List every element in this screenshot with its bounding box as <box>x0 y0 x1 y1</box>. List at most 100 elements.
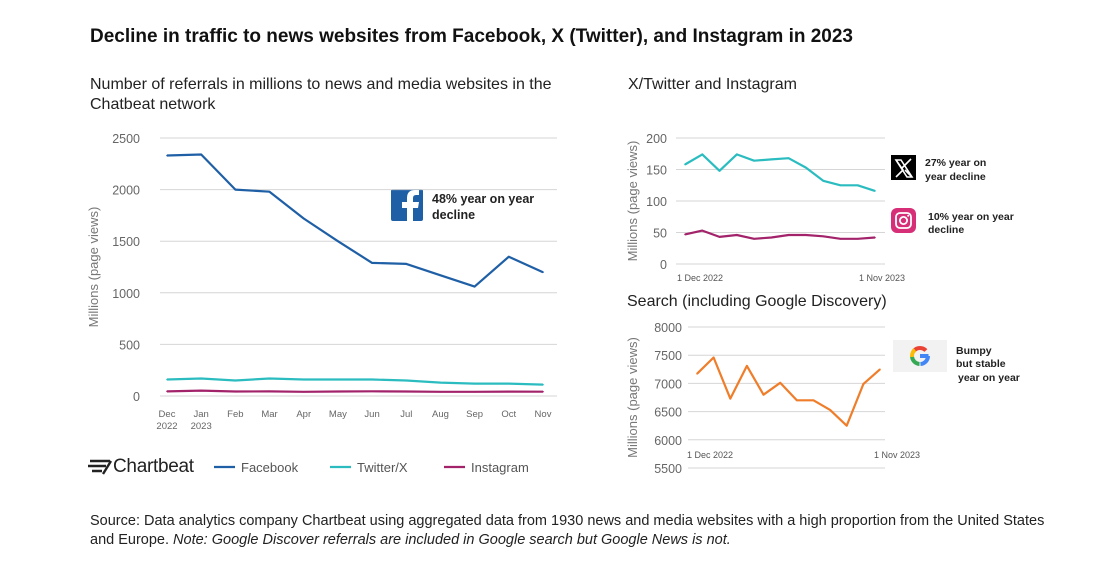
data-point <box>839 184 842 187</box>
x-tick-label: Dec <box>159 409 176 420</box>
data-point <box>684 163 686 166</box>
google-icon <box>893 340 947 372</box>
data-point <box>234 390 237 393</box>
data-point <box>829 409 831 411</box>
y-tick-label: 0 <box>133 390 140 404</box>
legend-label-1: Twitter/X <box>357 460 408 475</box>
main-chart-title: Number of referrals in millions to news … <box>90 76 552 113</box>
data-point <box>337 240 339 242</box>
twitter-annotation-line2: year decline <box>925 171 986 183</box>
search-annotation-line2: but stable <box>956 358 1006 370</box>
x-tick-label: Jul <box>400 409 412 420</box>
data-point <box>879 368 881 371</box>
series-line-instagram <box>684 229 876 240</box>
data-point <box>787 234 790 236</box>
legend-label-0: Facebook <box>241 460 299 475</box>
data-point <box>753 238 755 240</box>
x-tick-label: Jun <box>364 409 379 420</box>
x-logo-icon <box>891 155 916 180</box>
data-point <box>787 157 790 159</box>
data-point <box>845 424 848 427</box>
search-annotation-line3: year on year <box>958 372 1020 384</box>
data-point <box>822 180 824 182</box>
data-point <box>371 262 373 264</box>
data-point <box>337 378 339 381</box>
data-point <box>712 356 715 359</box>
data-point <box>508 255 510 258</box>
data-point <box>805 234 807 236</box>
data-point <box>874 236 876 239</box>
data-point <box>508 382 510 385</box>
data-point <box>696 373 698 375</box>
data-point <box>736 234 738 236</box>
data-point <box>779 382 781 384</box>
series-line-facebook <box>166 153 544 288</box>
data-point <box>268 190 271 193</box>
data-point <box>746 365 748 367</box>
x-tick-label: 1 Dec 2022 <box>677 273 723 283</box>
source-text: Source: Data analytics company Chartbeat… <box>90 513 1045 548</box>
data-point <box>166 390 168 393</box>
search-annotation-line1: Bumpy <box>956 345 992 357</box>
x-tick-label: Aug <box>432 409 449 420</box>
search-chart-title: Search (including Google Discovery) <box>627 293 887 310</box>
y-tick-label: 50 <box>653 227 667 241</box>
data-point <box>736 153 738 156</box>
data-point <box>856 238 859 240</box>
x-tick-label: May <box>329 409 347 420</box>
twitter-instagram-chart-title: X/Twitter and Instagram <box>628 76 797 93</box>
data-point <box>337 390 339 393</box>
data-point <box>822 235 824 238</box>
data-point <box>812 399 815 402</box>
legend-label-2: Instagram <box>471 460 529 475</box>
x-tick-label: 2023 <box>191 421 212 432</box>
instagram-annotation-line2: decline <box>928 224 964 236</box>
y-tick-label: 5500 <box>654 462 682 476</box>
x-tick-label: Feb <box>227 409 243 420</box>
data-point <box>439 390 442 393</box>
y-tick-label: 500 <box>119 338 140 352</box>
data-point <box>268 377 271 380</box>
y-axis-label: Millions (page views) <box>625 337 640 458</box>
data-point <box>268 390 271 393</box>
data-point <box>684 233 686 236</box>
data-point <box>718 169 721 172</box>
data-point <box>473 390 476 393</box>
data-point <box>371 378 373 381</box>
x-tick-label: 1 Nov 2023 <box>874 450 920 460</box>
x-tick-label: 1 Dec 2022 <box>687 450 733 460</box>
data-point <box>439 381 442 384</box>
data-point <box>200 389 202 392</box>
data-point <box>200 377 202 380</box>
data-point <box>762 393 765 396</box>
data-point <box>405 390 408 393</box>
note-text: Note: Google Discover referrals are incl… <box>173 532 731 548</box>
facebook-annotation-line2: decline <box>432 208 475 222</box>
data-point <box>302 390 305 393</box>
chartbeat-brand-text: Chartbeat <box>113 456 194 477</box>
series-line-instagram <box>166 389 544 393</box>
data-point <box>856 184 859 187</box>
data-point <box>405 379 408 382</box>
y-axis-label: Millions (page views) <box>625 141 640 262</box>
x-tick-label: Sep <box>466 409 483 420</box>
data-point <box>166 154 168 157</box>
series-line-x-twitter <box>684 153 876 192</box>
data-point <box>371 390 373 393</box>
instagram-annotation-line1: 10% year on year <box>928 211 1014 223</box>
y-tick-label: 1500 <box>112 235 140 249</box>
y-tick-label: 7500 <box>654 349 682 363</box>
data-point <box>729 397 732 400</box>
y-tick-label: 6000 <box>654 434 682 448</box>
data-point <box>405 263 408 265</box>
data-point <box>234 188 237 191</box>
data-point <box>473 382 476 385</box>
data-point <box>862 383 865 385</box>
data-point <box>701 153 704 156</box>
data-point <box>770 236 773 239</box>
data-point <box>302 378 305 381</box>
data-point <box>796 399 798 402</box>
source-note: Source: Data analytics company Chartbeat… <box>90 512 1050 550</box>
data-point <box>701 229 704 232</box>
x-tick-label: Apr <box>296 409 311 420</box>
